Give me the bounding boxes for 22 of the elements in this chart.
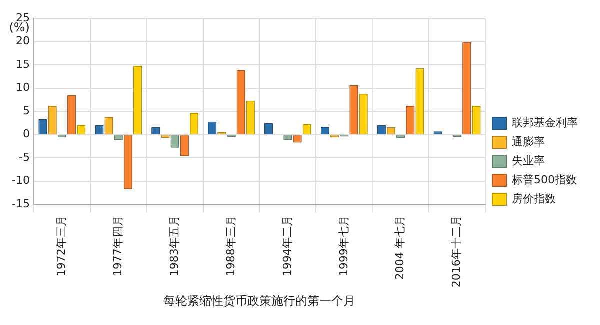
x-tick-label: 1999年七月 <box>337 216 350 277</box>
x-tick-label: 1994年二月 <box>280 216 294 277</box>
legend-label: 失业率 <box>512 154 545 168</box>
x-tick-label: 1977年四月 <box>111 216 124 277</box>
x-axis-title: 每轮紧缩性货币政策施行的第一个月 <box>164 294 356 308</box>
legend-label: 标普500指数 <box>511 173 577 186</box>
x-tick-label: 1972年三月 <box>55 216 68 277</box>
y-tick-label: -15 <box>12 197 30 210</box>
y-tick-label: -5 <box>19 150 30 164</box>
y-tick-label: 0 <box>22 128 30 141</box>
y-tick-label: 5 <box>22 104 30 118</box>
y-tick-label: 10 <box>16 81 30 94</box>
legend-label: 联邦基金利率 <box>512 116 578 130</box>
x-tick-label: 2004 年七月 <box>394 216 407 280</box>
y-tick-label: -10 <box>12 174 30 188</box>
y-tick-label: 20 <box>16 34 30 48</box>
legend-label: 房价指数 <box>512 192 556 206</box>
x-tick-label: 2016年十二月 <box>450 216 464 288</box>
y-tick-label: 15 <box>16 58 30 71</box>
x-tick-label: 1988年三月 <box>224 216 238 277</box>
x-tick-label: 1983年五月 <box>168 216 181 277</box>
legend-label: 通膨率 <box>512 135 545 148</box>
